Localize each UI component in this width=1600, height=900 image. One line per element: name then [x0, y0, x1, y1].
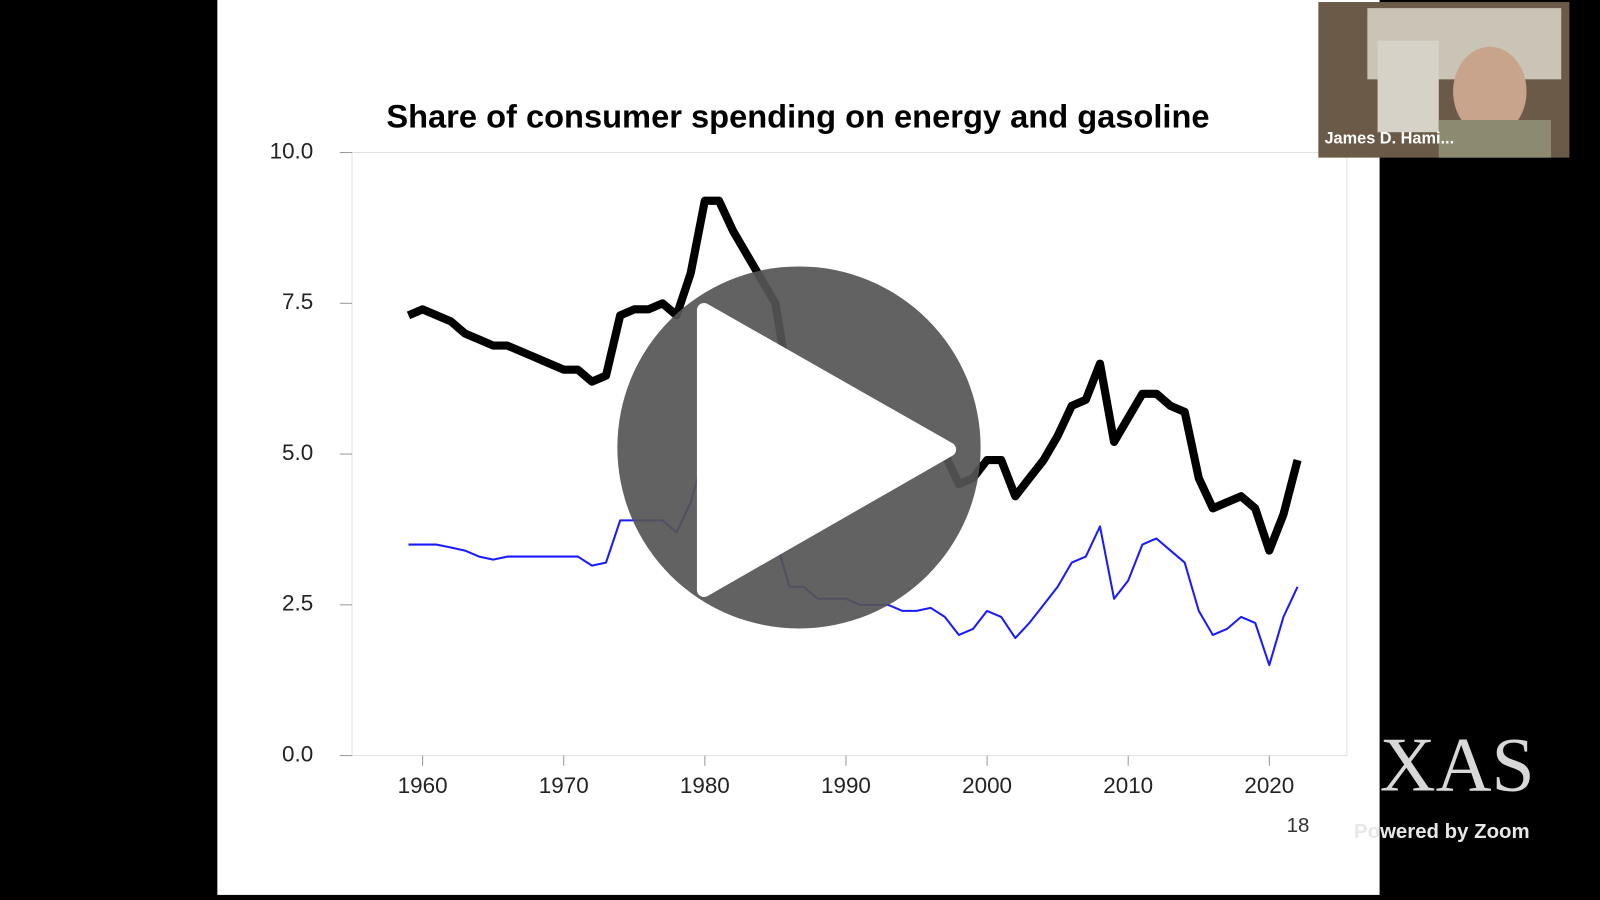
cabinet — [1377, 40, 1439, 133]
y-tick-label: 10.0 — [270, 138, 314, 163]
x-tick-label: 2020 — [1244, 773, 1294, 798]
x-tick-label: 1970 — [539, 773, 589, 798]
y-tick-label: 7.5 — [282, 289, 313, 314]
slide-number: 18 — [1287, 815, 1310, 837]
play-button[interactable] — [617, 266, 981, 629]
watermark: XAS — [1380, 722, 1535, 808]
person-head — [1453, 46, 1527, 137]
participant-name: James D. Hami... — [1324, 130, 1454, 148]
video-tile[interactable]: James D. Hami... — [1318, 2, 1570, 158]
plot: 0.0 2.5 5.0 7.5 10.0 1960 1970 1980 1990 2000 2010… — [270, 138, 1302, 798]
y-tick-label: 0.0 — [282, 742, 313, 767]
zoom-footer: Powered by Zoom — [1354, 821, 1530, 843]
chart-title: Share of consumer spending on energy and… — [386, 98, 1209, 135]
y-tick-label: 2.5 — [282, 591, 313, 616]
x-tick-label: 1960 — [398, 773, 448, 798]
x-tick-label: 1980 — [680, 773, 730, 798]
x-tick-label: 2000 — [962, 773, 1012, 798]
x-tick-label: 1990 — [821, 773, 871, 798]
y-tick-label: 5.0 — [282, 440, 313, 465]
x-tick-label: 2010 — [1103, 773, 1153, 798]
person-body — [1438, 120, 1552, 158]
play-icon[interactable] — [696, 303, 957, 597]
